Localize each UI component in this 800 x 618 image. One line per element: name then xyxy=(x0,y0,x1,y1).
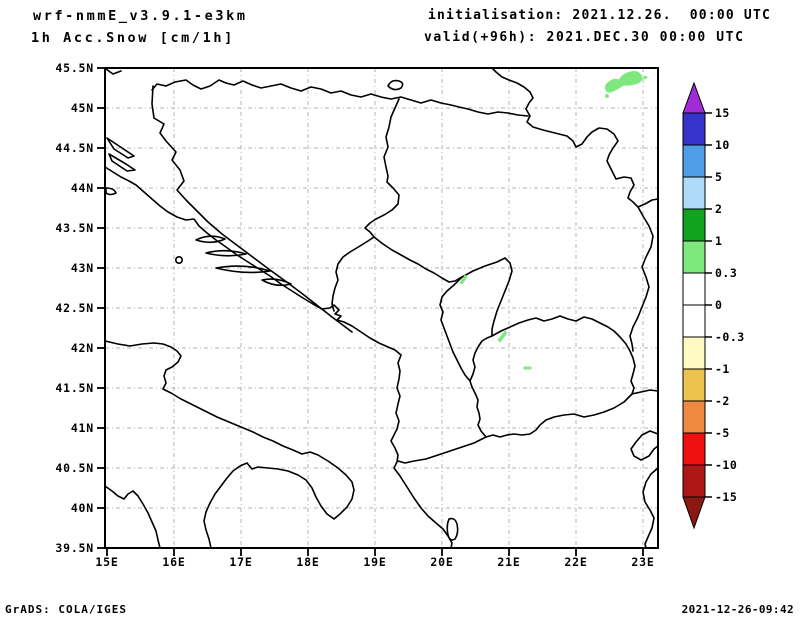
init-time-label: initialisation: 2021.12.26. 00:00 UTC xyxy=(428,8,772,23)
longitude-axis: 15E 16E 17E 18E 19E 20E 21E 22E 23E xyxy=(95,548,654,569)
border-sava-north xyxy=(151,79,529,117)
lon-tick-label: 19E xyxy=(363,555,386,569)
colorbar-tick-label: 0 xyxy=(715,298,722,312)
lat-tick-label: 40N xyxy=(71,501,94,515)
colorbar-segment xyxy=(682,144,706,178)
lat-tick-label: 42N xyxy=(71,341,94,355)
colorbar-under-arrow xyxy=(682,496,706,530)
grid-lines xyxy=(105,68,658,548)
lat-tick-label: 45.5N xyxy=(55,61,94,75)
coastline-adriatic-east xyxy=(104,166,453,549)
colorbar-tick-label: -15 xyxy=(715,490,737,504)
lat-tick-label: 41.5N xyxy=(55,381,94,395)
coastline-calabria xyxy=(104,485,161,549)
lon-tick-label: 21E xyxy=(497,555,520,569)
colorbar-tick-label: 2 xyxy=(715,202,722,216)
lat-tick-label: 43N xyxy=(71,261,94,275)
colorbar-tick-label: 0.3 xyxy=(715,266,737,280)
colorbar-tick-label: -2 xyxy=(715,394,730,408)
island-korcula xyxy=(215,265,271,274)
colorbar-segment xyxy=(682,400,706,434)
snow-speck-montenegro-kosovo xyxy=(459,274,468,285)
island-pag-1 xyxy=(106,137,135,159)
snow-patches xyxy=(459,71,648,370)
island-brac xyxy=(195,235,226,244)
render-timestamp: 2021-12-26-09:42 xyxy=(681,603,794,616)
lon-tick-label: 17E xyxy=(229,555,252,569)
island-pag-2 xyxy=(108,153,136,172)
lon-tick-label: 20E xyxy=(430,555,453,569)
lon-tick-label: 18E xyxy=(296,555,319,569)
lat-tick-label: 40.5N xyxy=(55,461,94,475)
colorbar-tick-label: -10 xyxy=(715,458,737,472)
snow-patch-northeast xyxy=(605,71,643,93)
island-mljet xyxy=(261,278,292,287)
lat-tick-label: 39.5N xyxy=(55,541,94,555)
colorbar-segment xyxy=(682,336,706,370)
colorbar-over-arrow xyxy=(682,81,706,114)
lat-tick-label: 42.5N xyxy=(55,301,94,315)
colorbar-segment xyxy=(682,304,706,338)
lon-tick-label: 15E xyxy=(95,555,118,569)
colorbar-segment xyxy=(682,176,706,210)
coastline-chalkidiki-1 xyxy=(630,430,659,461)
colorbar-tick-label: 5 xyxy=(715,170,722,184)
island-vis xyxy=(175,255,184,264)
colorbar-segment xyxy=(682,368,706,402)
border-croatia-bosnia-west xyxy=(151,85,353,333)
colorbar-segment xyxy=(682,208,706,242)
lat-tick-label: 45N xyxy=(71,101,94,115)
border-greece-bulgaria xyxy=(631,389,659,395)
lat-tick-label: 41N xyxy=(71,421,94,435)
coastline-italy-adriatic xyxy=(104,340,355,549)
colorbar-tick-label: -0.3 xyxy=(715,330,745,344)
coastline-chalkidiki-2 xyxy=(642,467,659,549)
snow-speck-kosovo-macedonia xyxy=(497,330,508,343)
lat-tick-label: 44N xyxy=(71,181,94,195)
island-corfu xyxy=(446,517,459,541)
island-small-1 xyxy=(105,187,117,196)
island-hvar xyxy=(205,249,247,257)
colorbar-tick-label: -5 xyxy=(715,426,730,440)
colorbar-tick-label: 1 xyxy=(715,234,722,248)
border-montenegro-serbia xyxy=(373,236,463,283)
border-kosovo-east xyxy=(461,257,513,337)
colorbar-segment xyxy=(682,240,706,274)
valid-time-label: valid(+96h): 2021.DEC.30 00:00 UTC xyxy=(424,30,745,45)
snow-speck-macedonia xyxy=(523,366,532,370)
colorbar-tick-label: -1 xyxy=(715,362,730,376)
colorbar-legend: 15 10 5 2 1 0.3 0 -0.3 -1 -2 -5 -10 -15 xyxy=(682,81,745,530)
geography-outlines xyxy=(104,67,659,549)
river-loop-detail xyxy=(387,79,404,91)
snow-speck-northeast-2 xyxy=(605,94,610,99)
lat-tick-label: 44.5N xyxy=(55,141,94,155)
colorbar-segment xyxy=(682,432,706,466)
border-albania-greece xyxy=(397,436,487,464)
variable-title: 1h Acc.Snow [cm/1h] xyxy=(31,30,235,46)
latitude-axis: 45.5N 45N 44.5N 44N 43.5N 43N 42.5N 42N 41.5N 41N… xyxy=(55,61,105,555)
colorbar-segment xyxy=(682,272,706,306)
lon-tick-label: 16E xyxy=(162,555,185,569)
border-danube-romania xyxy=(491,67,659,208)
grads-credit: GrADS: COLA/IGES xyxy=(5,603,127,616)
colorbar-tick-label: 10 xyxy=(715,138,730,152)
snow-speck-northeast-1 xyxy=(642,75,648,80)
lat-tick-label: 43.5N xyxy=(55,221,94,235)
lon-tick-label: 23E xyxy=(631,555,654,569)
border-albania-kosovo-west xyxy=(439,276,471,382)
border-drina-bosnia-serbia xyxy=(331,98,400,312)
colorbar-segment xyxy=(682,112,706,146)
border-serbia-bulgaria xyxy=(629,206,654,352)
coastline-nw-fragment xyxy=(105,68,122,75)
border-macedonia xyxy=(469,315,636,438)
colorbar-segment xyxy=(682,464,706,498)
colorbar-tick-label: 15 xyxy=(715,106,730,120)
model-title: wrf-nmmE_v3.9.1-e3km xyxy=(33,8,248,24)
lon-tick-label: 22E xyxy=(564,555,587,569)
